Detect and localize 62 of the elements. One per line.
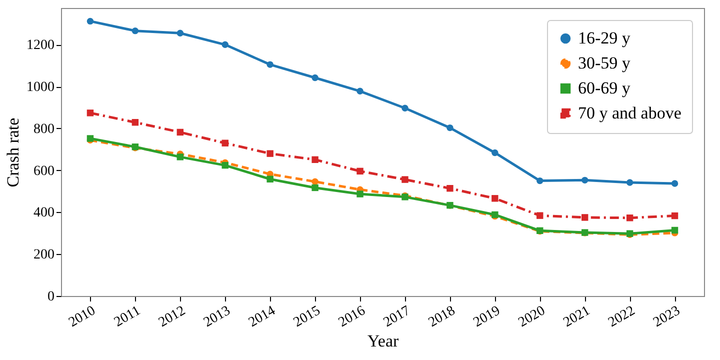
x-tick-label: 2012 (156, 304, 188, 330)
x-tick-label: 2011 (112, 304, 144, 330)
point (671, 226, 678, 234)
point (312, 74, 318, 82)
y-tick-label: 400 (34, 206, 54, 221)
point (581, 214, 588, 221)
x-tick-label: 2013 (201, 304, 234, 330)
point (492, 149, 498, 156)
x-tick-label: 2010 (66, 304, 98, 330)
point (492, 195, 498, 202)
point (671, 180, 678, 187)
point (402, 176, 408, 183)
y-tick-label: 0 (48, 290, 54, 304)
x-tick-label: 2022 (606, 304, 638, 330)
point (86, 110, 94, 116)
legend-label: 70 y and above (578, 104, 682, 122)
x-tick-label: 2015 (291, 304, 324, 330)
point (176, 154, 184, 160)
x-tick-label: 2016 (336, 304, 368, 330)
x-tick-label: 2014 (246, 304, 278, 330)
point (671, 212, 678, 220)
point (626, 214, 634, 222)
point (222, 41, 228, 48)
point (402, 104, 408, 112)
legend-label: 16-29 y (578, 28, 631, 48)
point (446, 184, 454, 192)
point (356, 88, 364, 94)
point (626, 179, 634, 186)
point (266, 176, 274, 182)
point (312, 184, 318, 192)
x-tick-label: 2020 (516, 304, 548, 330)
x-axis-title: Year (367, 332, 399, 351)
y-tick-label: 800 (34, 122, 54, 137)
point (356, 190, 364, 198)
x-tick-label: 2018 (426, 304, 458, 330)
point (222, 140, 228, 146)
y-tick-label: 600 (34, 164, 54, 179)
point (446, 124, 454, 132)
point (266, 61, 274, 68)
point (132, 27, 139, 34)
point (536, 212, 544, 219)
y-tick-label: 1000 (26, 80, 54, 96)
y-axis-title: Crash rate (4, 118, 22, 188)
y-tick-label: 1200 (26, 38, 54, 54)
point (312, 156, 318, 163)
point (86, 18, 94, 25)
x-tick-label: 2021 (561, 304, 593, 330)
point (536, 177, 544, 184)
point (356, 168, 364, 175)
point (222, 162, 228, 169)
point (176, 30, 184, 36)
legend-label: 30-59 y (578, 54, 631, 72)
point (176, 128, 184, 136)
point (266, 150, 274, 157)
point (581, 176, 588, 184)
x-tick-label: 2019 (471, 304, 503, 330)
legend-label: 60-69 y (578, 78, 631, 98)
x-tick-label: 2023 (651, 304, 683, 330)
point (132, 119, 139, 126)
x-tick-label: 2017 (381, 304, 413, 330)
point (312, 178, 318, 185)
y-tick-label: 200 (34, 248, 54, 263)
